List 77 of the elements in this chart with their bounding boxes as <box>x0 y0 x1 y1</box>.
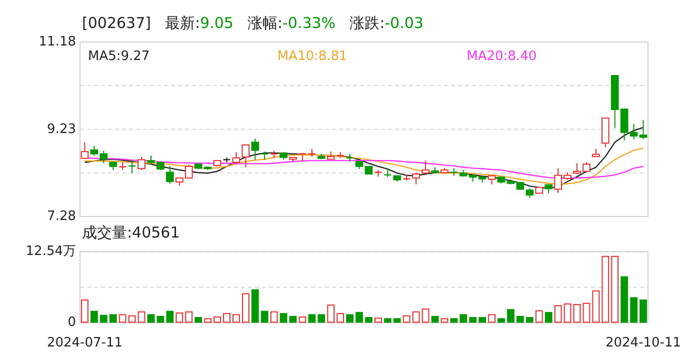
bar <box>260 310 268 323</box>
y-tick-label: 11.18 <box>38 34 76 50</box>
chart-title: 成交量:40561 <box>82 224 180 242</box>
text: MA5:9.27 <box>88 49 150 64</box>
bar <box>431 316 439 323</box>
bar <box>393 318 401 323</box>
bar <box>564 303 572 323</box>
text: 涨跌:-0.03 <box>350 14 424 32</box>
bar <box>374 318 382 323</box>
bar <box>289 316 297 323</box>
bar <box>81 299 88 323</box>
bar <box>602 256 610 323</box>
bar <box>204 318 212 323</box>
bar <box>280 313 288 323</box>
bar <box>488 314 496 323</box>
bar <box>128 315 136 323</box>
bar <box>346 314 354 323</box>
text: MA20:8.40 <box>466 49 537 64</box>
bar <box>336 313 344 323</box>
bar <box>573 304 581 323</box>
bar <box>412 311 420 323</box>
bar <box>469 317 477 323</box>
candlestick <box>100 150 108 164</box>
bar <box>620 276 628 323</box>
bar <box>242 293 250 323</box>
y-tick-label: 12.54万 <box>26 244 76 260</box>
bar <box>526 317 534 323</box>
y-tick-label: 0 <box>68 315 76 330</box>
bar <box>166 310 174 323</box>
bar <box>535 310 543 323</box>
bar <box>318 314 326 323</box>
bar <box>440 318 448 323</box>
bar <box>402 315 410 323</box>
bar <box>100 314 108 323</box>
line-series <box>84 126 644 189</box>
bar <box>232 314 240 323</box>
bar <box>516 316 524 323</box>
bar <box>611 256 619 323</box>
bar <box>384 318 392 323</box>
bar <box>214 316 221 323</box>
bar <box>251 289 259 323</box>
bar <box>118 314 126 323</box>
bar <box>176 312 184 323</box>
x-tick-label: 2024-10-11 <box>605 336 682 351</box>
bar <box>450 318 458 323</box>
x-tick-label: 2024-07-11 <box>46 336 123 351</box>
bar <box>498 318 505 323</box>
bar <box>356 312 363 323</box>
bar <box>592 290 600 323</box>
bar <box>507 309 514 323</box>
bar <box>270 311 278 323</box>
bar <box>327 304 335 323</box>
bar <box>90 310 98 323</box>
text: MA10:8.81 <box>277 49 348 64</box>
bar <box>147 314 155 323</box>
bar <box>544 312 552 323</box>
bar <box>478 317 486 323</box>
bar <box>156 316 164 323</box>
bar <box>582 302 590 323</box>
bar <box>109 314 117 323</box>
bar <box>422 308 430 323</box>
bar <box>185 311 193 323</box>
y-tick-label: 7.28 <box>47 209 76 224</box>
chart-title: [002637] <box>82 14 151 32</box>
bar <box>630 297 638 323</box>
bar <box>223 313 230 323</box>
text: 涨幅:-0.33% <box>247 14 336 32</box>
bar <box>298 316 306 323</box>
bar <box>138 311 146 323</box>
bar <box>640 299 647 323</box>
bar <box>460 314 468 323</box>
text: 最新:9.05 <box>164 14 234 32</box>
bar <box>554 305 562 323</box>
y-tick-label: 9.23 <box>47 122 76 137</box>
bar <box>365 317 372 323</box>
bar <box>194 317 202 323</box>
bar <box>308 314 316 323</box>
